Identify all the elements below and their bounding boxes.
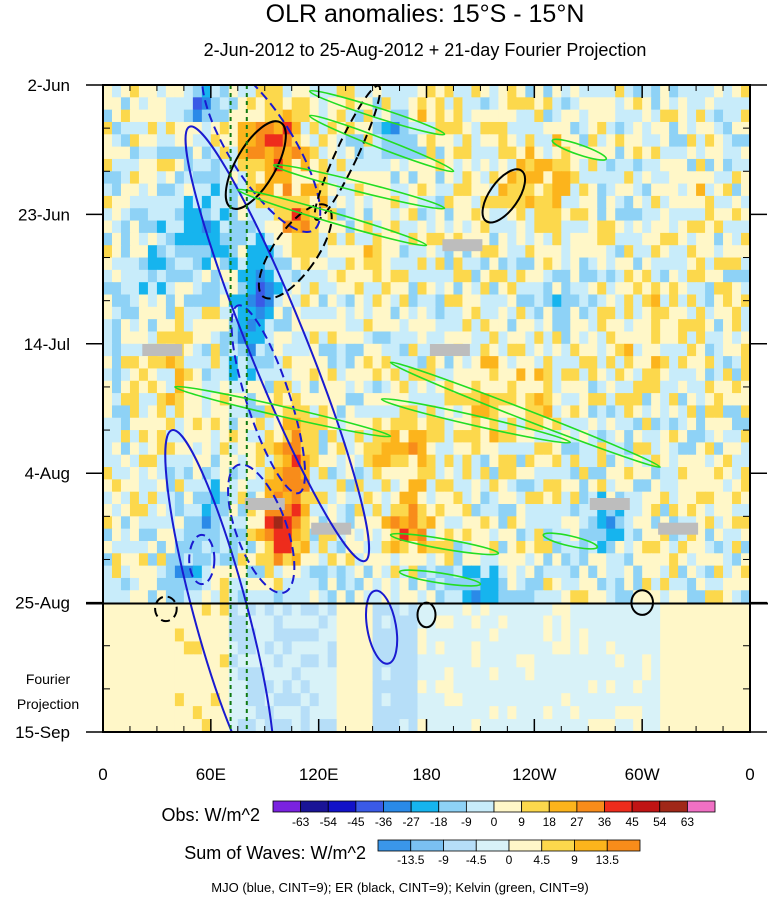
- colorbar-swatch: [410, 800, 440, 813]
- colorbar-swatch: [508, 839, 543, 852]
- colorbar-swatch: [377, 839, 412, 852]
- colorbar-tick-label: 18: [543, 815, 557, 829]
- x-tick-label: 0: [745, 765, 754, 784]
- colorbar-swatch: [576, 800, 605, 813]
- mjo-contour: [184, 125, 371, 563]
- axes-layer: 0 60E 120E 180 120W 60W 0 2-Jun 23-Jun 14-Jul 4-Au…: [15, 76, 767, 784]
- colorbar-swatch: [272, 800, 302, 813]
- colorbar-tick-label: 0: [491, 815, 498, 829]
- missing-data-patch: [589, 498, 630, 510]
- colorbar-tick-label: -45: [347, 815, 365, 829]
- chart-title: OLR anomalies: 15°S - 15°N: [266, 0, 585, 28]
- colorbar-swatch: [604, 800, 633, 813]
- kelvin-contour: [398, 569, 482, 587]
- colorbar-swatch: [686, 800, 716, 813]
- mjo-contour: [188, 533, 216, 586]
- colorbar-swatch: [327, 800, 357, 813]
- colorbar-tick-label: 4.5: [533, 853, 550, 867]
- colorbar-tick-label: 9: [518, 815, 525, 829]
- colorbar-swatch: [300, 800, 329, 813]
- x-tick-label: 120E: [299, 765, 339, 784]
- colorbar-tick-label: -27: [402, 815, 420, 829]
- y-tick-label: 2-Jun: [27, 76, 70, 95]
- colorbar-tick-label: 13.5: [596, 853, 620, 867]
- colorbar-swatch: [465, 800, 495, 813]
- y-tick-label: 14-Jul: [24, 335, 70, 354]
- colorbar-swatch: [541, 839, 575, 852]
- kelvin-contour: [236, 188, 428, 247]
- colorbar-tick-label: -9: [461, 815, 472, 829]
- kelvin-contour: [380, 397, 572, 444]
- mjo-contour: [365, 589, 399, 665]
- y-tick-label: 4-Aug: [25, 464, 70, 483]
- kelvin-contour: [308, 114, 455, 173]
- missing-data-patch: [244, 498, 285, 510]
- mjo-contour: [227, 463, 296, 594]
- chart-subtitle: 2-Jun-2012 to 25-Aug-2012 + 21-day Fouri…: [204, 40, 647, 60]
- kelvin-contour: [551, 138, 608, 161]
- x-tick-label: 120W: [512, 765, 556, 784]
- x-tick-label: 0: [98, 765, 107, 784]
- colorbar-tick-label: 63: [681, 815, 695, 829]
- y-tick-label: 25-Aug: [15, 594, 70, 613]
- projection-label-line2: Projection: [17, 696, 79, 712]
- colorbar-swatch: [548, 800, 578, 813]
- colorbar-swatch: [606, 839, 641, 852]
- mjo-contour: [230, 304, 307, 495]
- missing-data-patch: [658, 522, 699, 535]
- missing-data-patch: [311, 522, 352, 535]
- colorbar-tick-label: 36: [598, 815, 612, 829]
- colorbar-tick-label: 0: [506, 853, 513, 867]
- colorbar-swatch: [493, 800, 523, 813]
- x-tick-label: 60E: [196, 765, 226, 784]
- er-contour: [257, 203, 333, 300]
- colorbar-tick-label: 9: [571, 853, 578, 867]
- obs-colorbar: -63 -54 -45 -36 -27 -18 -9 0 9 18 27 36 45 54 63: [272, 800, 716, 829]
- kelvin-contour: [174, 385, 392, 438]
- colorbar-tick-label: -18: [430, 815, 448, 829]
- missing-data-patch: [142, 344, 183, 356]
- colorbar-swatch: [659, 800, 688, 813]
- obs-colorbar-label: Obs: W/m^2: [162, 805, 260, 825]
- colorbar-tick-label: -63: [292, 815, 310, 829]
- colorbar-swatch: [574, 839, 608, 852]
- kelvin-contour: [542, 532, 599, 550]
- y-tick-label: 23-Jun: [18, 205, 70, 224]
- colorbar-swatch: [383, 800, 412, 813]
- mjo-contour: [164, 429, 276, 732]
- waves-colorbar-label: Sum of Waves: W/m^2: [184, 843, 366, 863]
- colorbar-swatch: [631, 800, 661, 813]
- waves-colorbar: -13.5 -9 -4.5 0 4.5 9 13.5: [377, 839, 641, 867]
- wave-contour-layer: [154, 85, 661, 732]
- missing-data-patch: [442, 239, 483, 252]
- projection-label-line1: Fourier: [26, 671, 71, 687]
- colorbar-tick-label: 27: [570, 815, 584, 829]
- x-tick-label: 60W: [625, 765, 660, 784]
- x-tick-label: 180: [412, 765, 440, 784]
- olr-anomaly-field: [103, 85, 750, 732]
- missing-data-patch: [429, 344, 470, 356]
- colorbar-tick-label: -13.5: [397, 853, 425, 867]
- er-contour: [154, 595, 178, 623]
- colorbar-swatch: [410, 839, 444, 852]
- wave-legend-note: MJO (blue, CINT=9); ER (black, CINT=9); …: [211, 880, 588, 895]
- colorbar-swatch: [443, 839, 477, 852]
- er-contour: [481, 168, 527, 224]
- colorbar-tick-label: -4.5: [466, 853, 487, 867]
- colorbar-tick-label: 54: [653, 815, 667, 829]
- colorbar-tick-label: -36: [375, 815, 393, 829]
- colorbar-swatch: [438, 800, 467, 813]
- colorbar-tick-label: -9: [438, 853, 449, 867]
- kelvin-contour: [272, 163, 446, 210]
- kelvin-contour: [389, 532, 500, 556]
- colorbar-tick-label: 45: [625, 815, 639, 829]
- kelvin-contour: [308, 89, 446, 136]
- kelvin-contour: [389, 361, 661, 469]
- colorbar-swatch: [475, 839, 510, 852]
- colorbar-swatch: [355, 800, 384, 813]
- y-tick-label: 15-Sep: [15, 723, 70, 742]
- colorbar-swatch: [521, 800, 550, 813]
- colorbar-tick-label: -54: [320, 815, 338, 829]
